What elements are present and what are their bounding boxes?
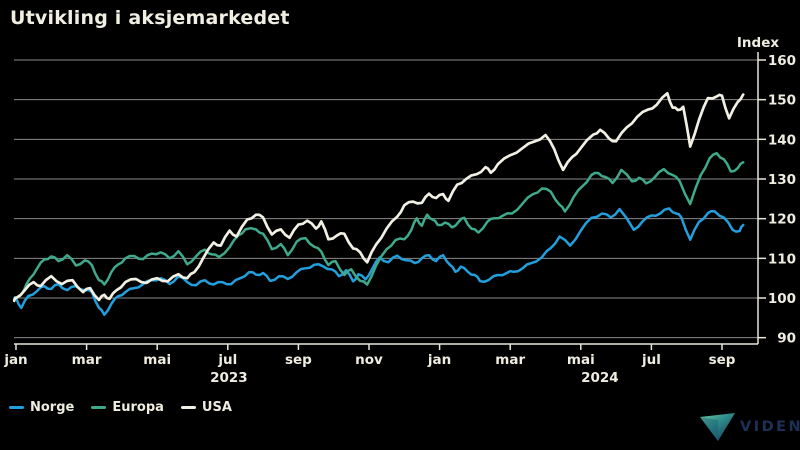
x-tick-label: mai bbox=[567, 352, 595, 368]
legend-item-europa: Europa bbox=[91, 400, 164, 415]
x-tick-label: mar bbox=[72, 352, 102, 368]
series-line-norge bbox=[12, 207, 745, 316]
x-tick-label: mai bbox=[143, 352, 171, 368]
legend-dash-icon bbox=[180, 406, 196, 409]
brand-triangle-icon bbox=[700, 413, 735, 441]
x-tick-label: mar bbox=[495, 352, 525, 368]
year-label: 2024 bbox=[581, 370, 619, 386]
y-tick-label: 150 bbox=[768, 93, 796, 109]
x-tick-label: jul bbox=[217, 352, 237, 368]
x-tick-label: jul bbox=[641, 352, 661, 368]
brand-name: VIDEN bbox=[740, 418, 800, 435]
legend-item-norge: Norge bbox=[9, 400, 74, 415]
y-tick-label: 120 bbox=[768, 212, 796, 228]
y-tick-label: 160 bbox=[768, 53, 796, 69]
year-label: 2023 bbox=[210, 370, 248, 386]
y-tick-label: 140 bbox=[768, 132, 796, 148]
y-tick-label: 130 bbox=[768, 172, 796, 188]
legend-label: Europa bbox=[112, 400, 164, 415]
legend-dash-icon bbox=[91, 406, 107, 409]
y-tick-label: 90 bbox=[777, 331, 796, 347]
x-tick-label: nov bbox=[355, 352, 383, 368]
series-line-europa bbox=[12, 151, 745, 302]
brand-logo: VIDEN bbox=[699, 411, 800, 442]
legend-item-usa: USA bbox=[180, 400, 232, 415]
legend-label: Norge bbox=[30, 400, 75, 415]
x-tick-label: jan bbox=[3, 352, 27, 368]
legend-dash-icon bbox=[9, 406, 24, 409]
chart-title: Utvikling i aksjemarkedet bbox=[10, 7, 290, 29]
x-tick-label: sep bbox=[285, 352, 312, 368]
series-line-usa bbox=[12, 91, 745, 303]
x-tick-label: sep bbox=[709, 352, 736, 368]
legend: Norge Europa USA bbox=[9, 400, 232, 415]
y-tick-label: 100 bbox=[768, 291, 796, 307]
y-tick-label: 110 bbox=[768, 251, 796, 267]
x-tick-label: jan bbox=[427, 352, 451, 368]
y-axis-title: Index bbox=[736, 35, 780, 51]
legend-label: USA bbox=[201, 400, 232, 415]
